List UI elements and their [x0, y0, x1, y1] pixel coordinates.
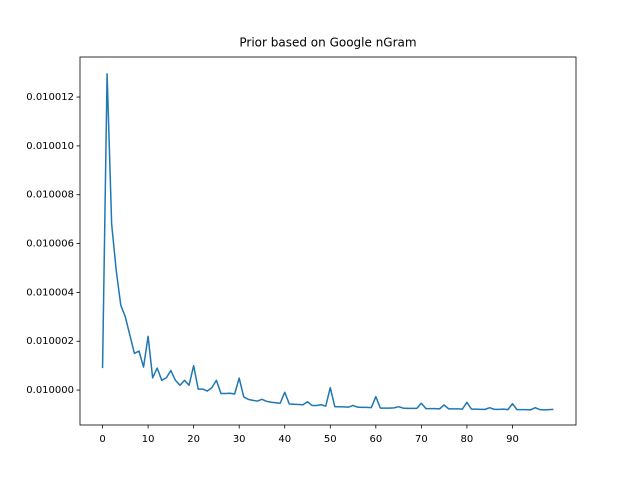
y-tick-label: 0.010006: [26, 239, 74, 250]
x-tick-label: 50: [324, 434, 337, 445]
chart-title: Prior based on Google nGram: [239, 36, 416, 50]
x-tick-label: 40: [278, 434, 291, 445]
x-tick-label: 90: [506, 434, 519, 445]
y-tick-label: 0.010000: [26, 385, 74, 396]
y-tick-label: 0.010004: [26, 287, 74, 298]
y-tick-label: 0.010010: [26, 141, 74, 152]
plot-frame: [79, 56, 577, 426]
x-tick-label: 80: [461, 434, 474, 445]
x-tick-label: 0: [99, 434, 105, 445]
y-tick-label: 0.010012: [26, 92, 74, 103]
y-tick-label: 0.010008: [26, 190, 74, 201]
data-line: [101, 73, 554, 411]
x-tick-label: 20: [187, 434, 200, 445]
x-tick-label: 60: [369, 434, 382, 445]
y-tick-label: 0.010002: [26, 336, 74, 347]
x-tick-label: 30: [233, 434, 246, 445]
x-tick-label: 10: [142, 434, 155, 445]
x-tick-label: 70: [415, 434, 428, 445]
